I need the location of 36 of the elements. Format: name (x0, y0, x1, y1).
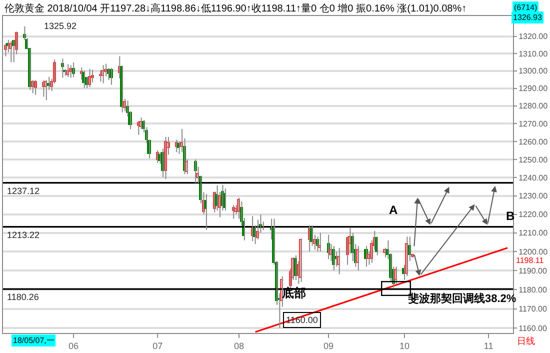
y-tick-label: 1300.00 (518, 66, 548, 76)
text: 1198.11 (516, 256, 544, 265)
x-tick-label: 11 (484, 340, 494, 351)
y-tick-label: 1280.00 (518, 102, 548, 111)
y-tick-label: 1160.00 (518, 324, 548, 333)
y-tick-label: 1260.00 (518, 137, 548, 146)
x-tick-label: 06 (68, 340, 79, 351)
text: 18/05/07,一 (13, 336, 54, 345)
annotation: B (506, 209, 515, 223)
y-tick-label: 1270.00 (518, 119, 548, 128)
text: 日线 (517, 336, 535, 346)
x-tick-label: 08 (234, 340, 244, 351)
annotation: 1326.93 (513, 13, 542, 22)
text: (6714) (514, 3, 538, 12)
ref-line-label: 1213.22 (7, 230, 40, 240)
y-tick-label: 1290.00 (518, 84, 548, 94)
x-tick-label: 09 (324, 340, 334, 351)
y-tick-label: 1190.00 (518, 266, 548, 276)
chart-title: 伦敦黄金 2018/10/04 开1197.28↓高1198.86↓低1196.90↑收1198.11↑量0 仓0 增0 振0.16% 涨(1.01)0.08%↑ (4, 2, 467, 14)
y-tick-label: 1170.00 (518, 304, 548, 314)
annotation: A (389, 203, 398, 217)
y-tick-label: 1210.00 (518, 228, 548, 238)
x-tick-label: 10 (399, 340, 410, 351)
y-tick-label: 1250.00 (518, 155, 548, 164)
y-tick-label: 1310.00 (518, 49, 548, 58)
y-tick-label: 1240.00 (518, 173, 548, 182)
ref-line-label: 1180.26 (7, 292, 39, 302)
annotation: 斐波那契回调线38.2% (408, 292, 516, 305)
annotation: 1325.92 (44, 21, 77, 31)
x-tick-label: 07 (152, 340, 163, 351)
y-tick-label: 1230.00 (518, 192, 548, 201)
y-tick-label: 1220.00 (518, 210, 548, 220)
y-tick-label: 1320.00 (518, 32, 548, 42)
y-tick-label: 1180.00 (518, 285, 548, 294)
y-tick-label: 1200.00 (518, 247, 548, 256)
ref-line-label: 1237.12 (7, 186, 40, 196)
